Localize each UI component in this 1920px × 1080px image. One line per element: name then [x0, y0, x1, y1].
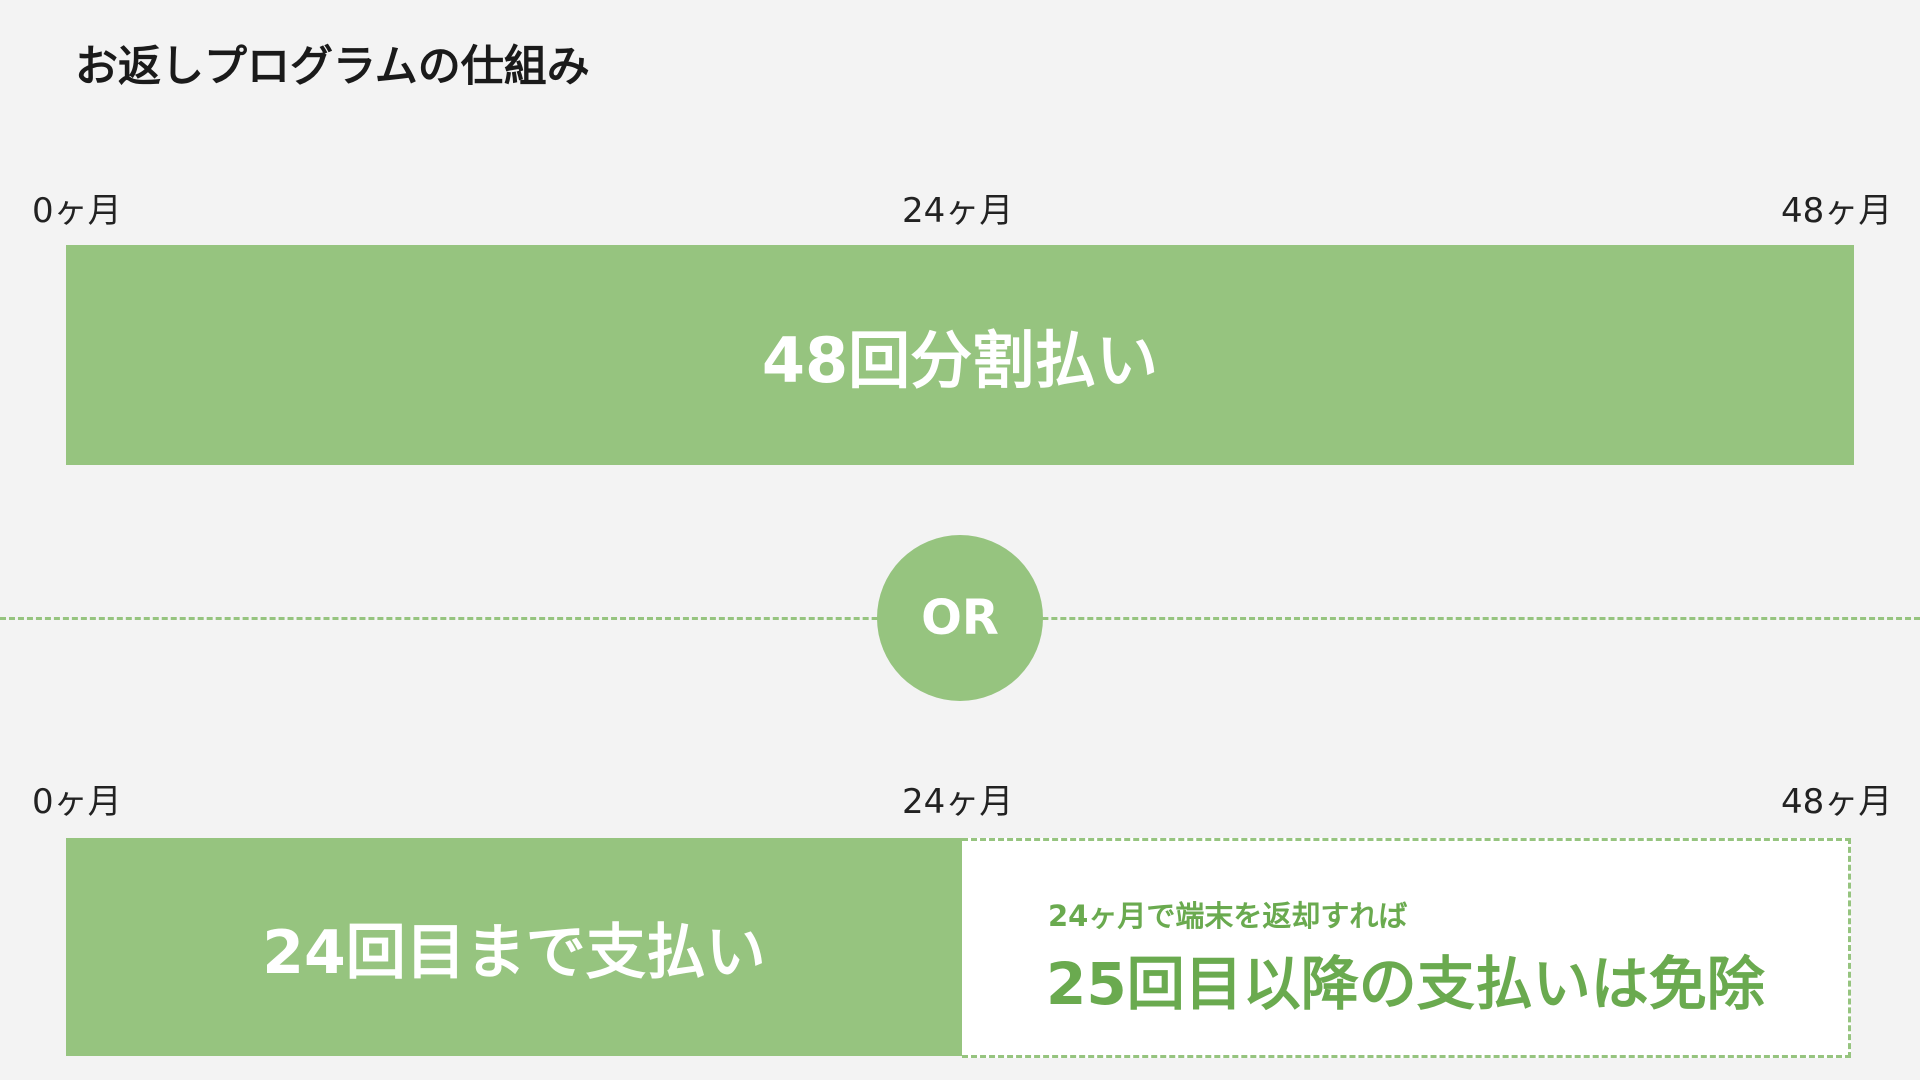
plan-48-installments-bar: 48回分割払い	[66, 245, 1854, 465]
plan2-paid-label: 24回目まで支払い	[262, 917, 766, 988]
timeline-label-mid-2: 24ヶ月	[902, 782, 1014, 822]
timeline-label-start: 0ヶ月	[32, 191, 122, 231]
waived-text: 25回目以降の支払いは免除	[1046, 950, 1765, 1018]
plan-waived-box: 24ヶ月で端末を返却すれば 25回目以降の支払いは免除	[962, 838, 1851, 1058]
plan1-label: 48回分割払い	[761, 324, 1159, 397]
or-label: OR	[921, 590, 999, 646]
plan-24-paid-bar: 24回目まで支払い	[66, 838, 962, 1056]
return-condition-text: 24ヶ月で端末を返却すれば	[1048, 899, 1408, 933]
timeline-label-end: 48ヶ月	[1781, 191, 1893, 231]
timeline-label-start-2: 0ヶ月	[32, 782, 122, 822]
timeline-label-end-2: 48ヶ月	[1781, 782, 1893, 822]
page-title: お返しプログラムの仕組み	[75, 42, 590, 92]
or-badge: OR	[877, 535, 1043, 701]
timeline-label-mid: 24ヶ月	[902, 191, 1014, 231]
